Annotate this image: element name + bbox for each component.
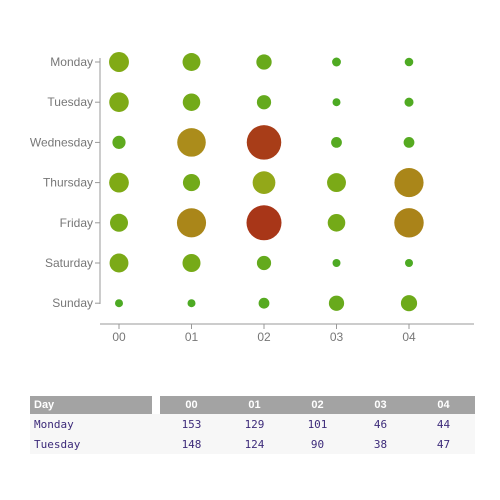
bubble-thursday-01[interactable] bbox=[182, 174, 201, 192]
table-cell: 47 bbox=[412, 434, 475, 454]
bubble-tuesday-03[interactable] bbox=[332, 98, 341, 107]
table-cell: 153 bbox=[160, 414, 223, 434]
column-header-01[interactable]: 01 bbox=[223, 396, 286, 414]
bubble-sunday-03[interactable] bbox=[328, 295, 345, 311]
bubble-monday-04[interactable] bbox=[404, 57, 414, 67]
bubble-monday-03[interactable] bbox=[332, 57, 341, 67]
bubble-sunday-04[interactable] bbox=[400, 295, 418, 312]
table-cell-day: Monday bbox=[30, 414, 160, 434]
punchcard-chart: Monday Tuesday Wednesday Thursday Friday Satu… bbox=[30, 52, 474, 344]
y-tick-label: Thursday bbox=[43, 176, 93, 190]
table-cell: 44 bbox=[412, 414, 475, 434]
bubble-tuesday-00[interactable] bbox=[109, 92, 129, 112]
bubble-wednesday-04[interactable] bbox=[403, 137, 415, 148]
bubble-wednesday-00[interactable] bbox=[112, 135, 126, 149]
column-header-03[interactable]: 03 bbox=[349, 396, 412, 414]
table-cell: 101 bbox=[286, 414, 349, 434]
table-cell: 124 bbox=[223, 434, 286, 454]
y-tick-label: Monday bbox=[50, 55, 93, 69]
x-tick-label: 01 bbox=[185, 330, 199, 344]
y-tick-label: Wednesday bbox=[30, 135, 93, 149]
table-cell: 148 bbox=[160, 434, 223, 454]
x-tick-label: 03 bbox=[330, 330, 344, 344]
bubble-thursday-00[interactable] bbox=[109, 172, 129, 193]
bubble-wednesday-03[interactable] bbox=[331, 137, 342, 148]
y-tick-label: Sunday bbox=[52, 296, 93, 310]
bubble-friday-01[interactable] bbox=[176, 208, 207, 238]
bubble-friday-04[interactable] bbox=[394, 208, 424, 238]
column-header-00[interactable]: 00 bbox=[160, 396, 223, 414]
bubble-saturday-04[interactable] bbox=[405, 259, 413, 267]
bubbles bbox=[109, 52, 424, 312]
bubble-friday-03[interactable] bbox=[327, 214, 346, 232]
bubble-sunday-02[interactable] bbox=[258, 297, 270, 309]
x-tick-label: 04 bbox=[402, 330, 416, 344]
bubble-saturday-03[interactable] bbox=[332, 259, 341, 267]
bubble-thursday-03[interactable] bbox=[327, 173, 346, 193]
column-header-04[interactable]: 04 bbox=[412, 396, 475, 414]
bubble-saturday-02[interactable] bbox=[256, 255, 272, 271]
bubble-sunday-01[interactable] bbox=[187, 299, 196, 308]
bubble-monday-00[interactable] bbox=[109, 52, 129, 72]
x-axis: 00 01 02 03 04 bbox=[100, 323, 474, 344]
table-header-row: Day 00 01 02 03 04 bbox=[30, 396, 475, 414]
bubble-saturday-00[interactable] bbox=[109, 253, 129, 273]
x-tick-label: 00 bbox=[112, 330, 126, 344]
bubble-friday-00[interactable] bbox=[109, 213, 129, 232]
x-tick-label: 02 bbox=[257, 330, 271, 344]
table-row: Monday 153 129 101 46 44 bbox=[30, 414, 475, 434]
bubble-monday-02[interactable] bbox=[256, 54, 272, 70]
data-table: Day 00 01 02 03 04 Monday 153 129 101 46… bbox=[30, 396, 475, 454]
bubble-tuesday-01[interactable] bbox=[182, 93, 201, 111]
y-tick-label: Saturday bbox=[45, 256, 93, 270]
table-cell-day: Tuesday bbox=[30, 434, 160, 454]
bubble-sunday-00[interactable] bbox=[115, 299, 123, 308]
bubble-tuesday-02[interactable] bbox=[256, 95, 272, 110]
table-cell: 129 bbox=[223, 414, 286, 434]
bubble-wednesday-01[interactable] bbox=[177, 128, 206, 157]
y-axis: Monday Tuesday Wednesday Thursday Friday Satu… bbox=[30, 55, 101, 310]
table-row: Tuesday 148 124 90 38 47 bbox=[30, 434, 475, 454]
table-cell: 90 bbox=[286, 434, 349, 454]
bubble-tuesday-04[interactable] bbox=[404, 97, 414, 107]
table-cell: 46 bbox=[349, 414, 412, 434]
column-header-day[interactable]: Day bbox=[30, 396, 160, 414]
table-cell: 38 bbox=[349, 434, 412, 454]
y-tick-label: Friday bbox=[60, 216, 93, 230]
bubble-monday-01[interactable] bbox=[182, 53, 201, 71]
y-tick-label: Tuesday bbox=[47, 95, 93, 109]
bubble-saturday-01[interactable] bbox=[182, 253, 201, 273]
bubble-wednesday-02[interactable] bbox=[246, 125, 282, 160]
bubble-friday-02[interactable] bbox=[246, 205, 282, 241]
bubble-thursday-02[interactable] bbox=[252, 171, 276, 194]
bubble-thursday-04[interactable] bbox=[394, 168, 424, 198]
column-header-02[interactable]: 02 bbox=[286, 396, 349, 414]
